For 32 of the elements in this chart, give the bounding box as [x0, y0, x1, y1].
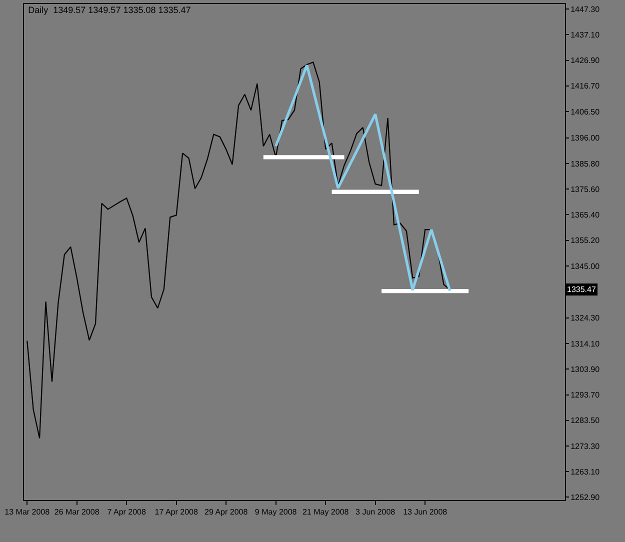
y-tick-label: 1263.10 [570, 467, 600, 476]
y-tick-label: 1406.50 [570, 107, 600, 116]
x-tick-label: 13 Mar 2008 [4, 508, 50, 517]
x-tick-label: 13 Jun 2008 [403, 508, 448, 517]
x-tick-label: 17 Apr 2008 [154, 508, 198, 517]
y-tick-label: 1324.30 [570, 314, 600, 323]
chart-title: Daily 1349.57 1349.57 1335.08 1335.47 [28, 5, 191, 16]
y-tick-label: 1396.00 [570, 134, 600, 143]
y-tick-label: 1293.70 [570, 390, 600, 400]
y-tick-label: 1385.80 [570, 159, 600, 168]
x-tick-label: 29 Apr 2008 [204, 508, 248, 517]
y-tick-label: 1365.40 [570, 210, 600, 220]
y-tick-label: 1355.20 [570, 236, 600, 246]
x-tick-label: 21 May 2008 [302, 508, 350, 517]
x-tick-label: 7 Apr 2008 [107, 508, 146, 517]
y-tick-label: 1426.90 [570, 56, 600, 66]
line-series [274, 64, 452, 292]
y-tick-label: 1345.00 [570, 262, 600, 271]
y-tick-label: 1252.90 [570, 493, 600, 502]
x-tick-label: 3 Jun 2008 [356, 508, 396, 517]
line-series [26, 62, 451, 439]
y-tick-label: 1416.70 [570, 82, 600, 91]
y-tick-label: 1273.30 [570, 442, 600, 451]
y-tick-label: 1447.30 [570, 4, 600, 14]
y-tick-label: 1375.60 [570, 184, 600, 194]
y-tick-label: 1314.10 [570, 339, 600, 348]
y-tick-label: 1283.50 [570, 416, 600, 426]
y-tick-label: 1303.90 [570, 364, 600, 374]
y-tick-label: 1437.10 [570, 30, 600, 40]
annotation: 1335.47 [567, 285, 596, 294]
x-tick-label: 9 May 2008 [254, 508, 298, 517]
x-tick-label: 26 Mar 2008 [54, 508, 100, 517]
